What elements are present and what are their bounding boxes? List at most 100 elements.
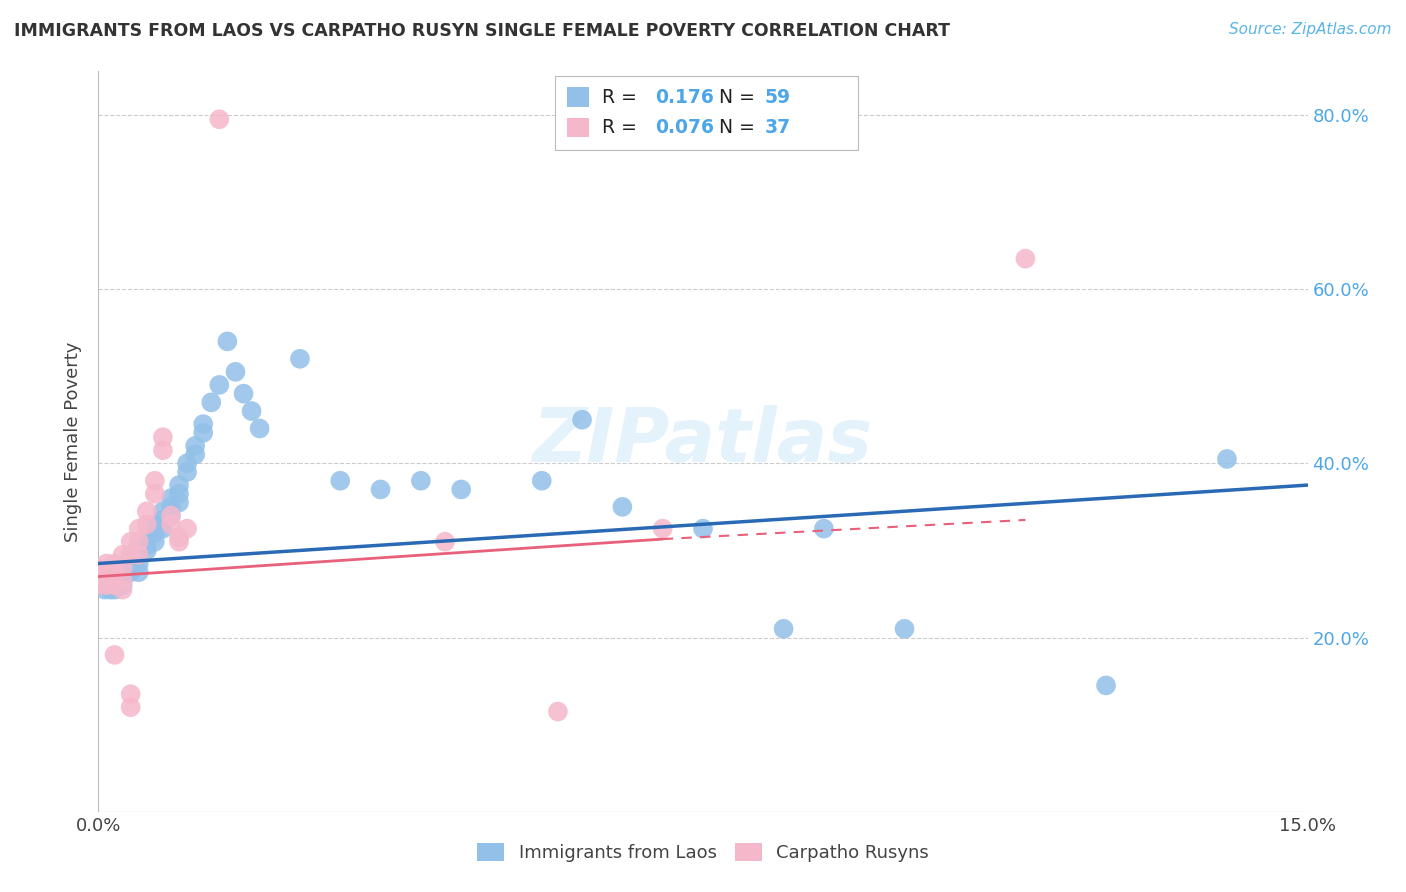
Point bbox=[571, 413, 593, 427]
Point bbox=[249, 421, 271, 435]
Point bbox=[450, 483, 472, 497]
Point bbox=[128, 565, 150, 579]
Point bbox=[143, 534, 166, 549]
Text: R =: R = bbox=[602, 118, 643, 137]
Point bbox=[160, 508, 183, 523]
Text: 59: 59 bbox=[765, 87, 792, 107]
Point bbox=[96, 557, 118, 571]
Point bbox=[103, 582, 125, 597]
Point bbox=[1014, 252, 1036, 266]
Point bbox=[152, 430, 174, 444]
Point bbox=[409, 474, 432, 488]
Point bbox=[96, 578, 118, 592]
Point bbox=[94, 582, 117, 597]
Point bbox=[893, 622, 915, 636]
Point bbox=[111, 578, 134, 592]
Point bbox=[240, 404, 263, 418]
Point bbox=[128, 534, 150, 549]
Text: Source: ZipAtlas.com: Source: ZipAtlas.com bbox=[1229, 22, 1392, 37]
Point bbox=[772, 622, 794, 636]
Point bbox=[103, 569, 125, 583]
Point bbox=[167, 478, 190, 492]
Point bbox=[152, 504, 174, 518]
Point bbox=[232, 386, 254, 401]
Point bbox=[111, 561, 134, 575]
Point bbox=[128, 557, 150, 571]
Point bbox=[143, 526, 166, 541]
Point bbox=[103, 648, 125, 662]
Point bbox=[111, 582, 134, 597]
Point bbox=[143, 474, 166, 488]
Point bbox=[184, 439, 207, 453]
Point bbox=[91, 565, 114, 579]
Point bbox=[120, 687, 142, 701]
Y-axis label: Single Female Poverty: Single Female Poverty bbox=[65, 342, 83, 541]
Point bbox=[434, 534, 457, 549]
Point bbox=[200, 395, 222, 409]
Point bbox=[120, 548, 142, 562]
Legend: Immigrants from Laos, Carpatho Rusyns: Immigrants from Laos, Carpatho Rusyns bbox=[470, 836, 936, 870]
Point bbox=[111, 574, 134, 588]
Point bbox=[813, 522, 835, 536]
Point bbox=[692, 522, 714, 536]
Point bbox=[143, 487, 166, 501]
Text: 0.076: 0.076 bbox=[655, 118, 714, 137]
Point bbox=[370, 483, 392, 497]
Text: IMMIGRANTS FROM LAOS VS CARPATHO RUSYN SINGLE FEMALE POVERTY CORRELATION CHART: IMMIGRANTS FROM LAOS VS CARPATHO RUSYN S… bbox=[14, 22, 950, 40]
Point bbox=[111, 548, 134, 562]
Point bbox=[128, 522, 150, 536]
Point bbox=[193, 425, 215, 440]
Point bbox=[167, 530, 190, 544]
Point bbox=[160, 491, 183, 505]
Point bbox=[96, 569, 118, 583]
Point bbox=[103, 565, 125, 579]
Point bbox=[167, 534, 190, 549]
Point bbox=[111, 565, 134, 579]
Point bbox=[128, 543, 150, 558]
Point bbox=[96, 578, 118, 592]
Point bbox=[208, 378, 231, 392]
Point bbox=[530, 474, 553, 488]
Text: ZIPatlas: ZIPatlas bbox=[533, 405, 873, 478]
Point bbox=[176, 456, 198, 470]
Point bbox=[135, 543, 157, 558]
Point bbox=[100, 565, 122, 579]
Point bbox=[160, 500, 183, 514]
Point bbox=[176, 465, 198, 479]
Point bbox=[176, 522, 198, 536]
Point bbox=[167, 495, 190, 509]
Point bbox=[120, 565, 142, 579]
Point bbox=[612, 500, 634, 514]
Text: 0.176: 0.176 bbox=[655, 87, 714, 107]
Point bbox=[135, 504, 157, 518]
Point bbox=[152, 522, 174, 536]
Point bbox=[120, 548, 142, 562]
Point bbox=[208, 112, 231, 127]
Point bbox=[1216, 452, 1239, 467]
Point bbox=[120, 534, 142, 549]
Point bbox=[160, 508, 183, 523]
Point bbox=[135, 517, 157, 532]
Point bbox=[217, 334, 239, 349]
Text: R =: R = bbox=[602, 87, 643, 107]
Point bbox=[167, 487, 190, 501]
Point bbox=[184, 448, 207, 462]
Point bbox=[651, 522, 673, 536]
Point bbox=[329, 474, 352, 488]
Point bbox=[111, 561, 134, 575]
Point bbox=[135, 530, 157, 544]
Point bbox=[128, 548, 150, 562]
Point bbox=[103, 557, 125, 571]
Text: N =: N = bbox=[707, 118, 761, 137]
Point bbox=[193, 417, 215, 431]
Point bbox=[87, 578, 110, 592]
Point bbox=[128, 548, 150, 562]
Point bbox=[87, 569, 110, 583]
Point bbox=[135, 539, 157, 553]
Text: N =: N = bbox=[707, 87, 761, 107]
Point bbox=[111, 574, 134, 588]
Point bbox=[120, 700, 142, 714]
Point bbox=[160, 517, 183, 532]
Text: 37: 37 bbox=[765, 118, 792, 137]
Point bbox=[547, 705, 569, 719]
